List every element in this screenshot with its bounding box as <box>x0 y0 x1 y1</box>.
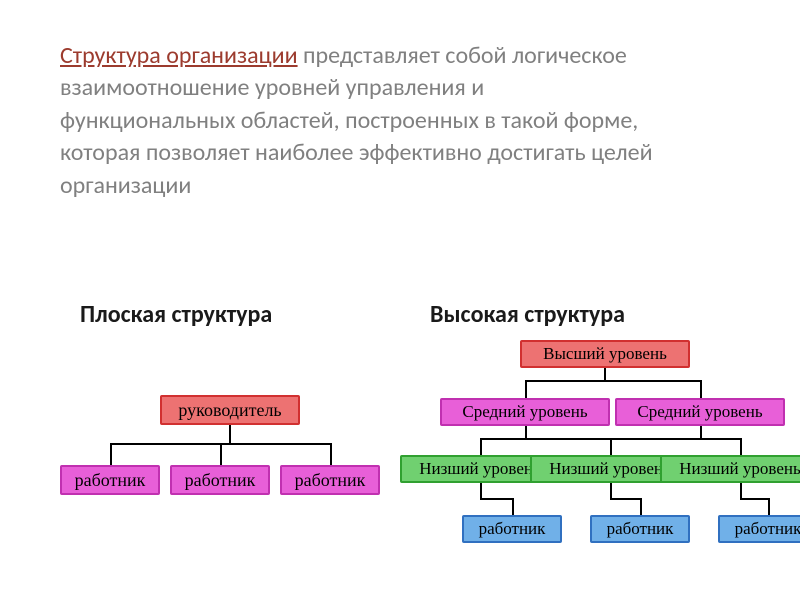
org-node-t-w3: работник <box>718 515 800 543</box>
connector <box>512 498 514 515</box>
tall-org-chart: Высший уровень Средний уровеньСредний уро… <box>400 340 800 600</box>
connector <box>610 438 612 455</box>
connector <box>740 483 742 498</box>
flat-org-chart: руководитель работник работник работник <box>60 355 400 555</box>
org-node-t-w1: работник <box>462 515 562 543</box>
connector <box>700 380 702 398</box>
org-node-f-w3: работник <box>280 465 380 495</box>
connector <box>229 425 231 445</box>
subtitle-flat: Плоская структура <box>80 300 272 329</box>
connector <box>220 443 222 465</box>
org-node-t-m2: Средний уровень <box>615 398 785 426</box>
definition-text: Структура организации представляет собой… <box>60 40 660 202</box>
connector <box>610 438 742 440</box>
org-node-f-boss: руководитель <box>160 395 300 425</box>
connector <box>110 443 112 465</box>
org-node-t-l3: Низший уровень <box>660 455 800 483</box>
org-node-t-m1: Средний уровень <box>440 398 610 426</box>
connector <box>525 380 702 382</box>
definition-lead: Структура организации <box>60 41 298 70</box>
connector <box>480 498 514 500</box>
connector <box>640 498 642 515</box>
org-node-t-top: Высший уровень <box>520 340 690 368</box>
connector <box>330 443 332 465</box>
connector <box>480 438 612 440</box>
connector <box>740 438 742 455</box>
connector <box>610 498 642 500</box>
connector <box>768 498 770 515</box>
connector <box>525 380 527 398</box>
connector <box>610 483 612 498</box>
org-node-f-w2: работник <box>170 465 270 495</box>
org-node-f-w1: работник <box>60 465 160 495</box>
connector <box>480 438 482 455</box>
connector <box>604 368 606 380</box>
connector <box>700 426 702 438</box>
connector <box>740 498 770 500</box>
connector <box>525 426 527 438</box>
connector <box>480 483 482 498</box>
org-node-t-w2: работник <box>590 515 690 543</box>
subtitle-tall: Высокая структура <box>430 300 625 329</box>
